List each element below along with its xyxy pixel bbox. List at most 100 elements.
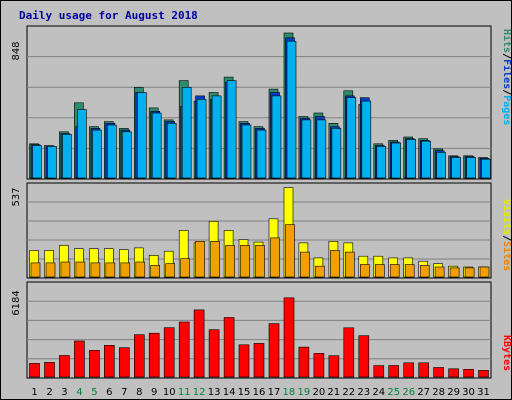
day-label-8: 8 <box>136 387 142 398</box>
bar-sites-day-2 <box>45 262 56 278</box>
day-label-30: 30 <box>462 387 475 398</box>
bar-kbytes-day-20 <box>313 353 325 378</box>
bar-sites-day-3 <box>60 261 71 278</box>
legend-sites: Sites <box>501 241 511 271</box>
bar-sites-day-30 <box>464 267 475 278</box>
bar-kbytes-day-2 <box>44 361 55 378</box>
bar-sites-day-17 <box>270 237 280 278</box>
bar-kbytes-day-11 <box>178 321 190 378</box>
bar-pages-day-25 <box>391 142 402 179</box>
bar-pages-day-24 <box>376 146 387 179</box>
bar-sites-day-21 <box>330 250 340 278</box>
bar-kbytes-day-10 <box>163 327 175 378</box>
day-label-15: 15 <box>238 387 251 398</box>
bar-sites-day-20 <box>315 265 325 278</box>
day-labels: 1 2 3 4 5 6 7 8 9 10 11 12 13 14 15 16 17 18 19 20 21 22 23 24 2… <box>31 387 490 398</box>
bar-kbytes-day-31 <box>478 370 489 378</box>
day-label-31: 31 <box>477 387 490 398</box>
day-label-5: 5 <box>91 387 97 398</box>
bar-pages-day-29 <box>451 157 461 179</box>
bar-pages-day-19 <box>301 119 312 179</box>
bar-kbytes-day-5 <box>89 349 100 378</box>
bar-pages-day-31 <box>481 158 491 179</box>
bar-pages-day-28 <box>436 152 446 179</box>
bar-sites-day-31 <box>479 266 490 278</box>
day-label-23: 23 <box>357 387 370 398</box>
bar-sites-day-25 <box>389 264 400 278</box>
svg-text:Hits/Files/Pages: Hits/Files/Pages <box>501 29 511 125</box>
bar-pages-day-11 <box>181 87 192 179</box>
bar-sites-day-9 <box>150 265 160 278</box>
legend-sep-1: / <box>501 53 511 59</box>
bar-kbytes-day-22 <box>343 327 355 378</box>
day-label-26: 26 <box>402 387 415 398</box>
bar-kbytes-day-26 <box>403 362 415 378</box>
day-label-21: 21 <box>327 387 340 398</box>
chart-title: Daily usage for August 2018 <box>19 9 198 22</box>
bar-sites-day-27 <box>419 265 430 278</box>
bar-pages-day-23 <box>361 100 372 179</box>
bar-sites-day-5 <box>90 262 101 278</box>
svg-text:Visits/Sites: Visits/Sites <box>501 199 511 271</box>
bar-sites-day-10 <box>165 263 175 278</box>
bar-kbytes-day-7 <box>119 347 130 378</box>
bar-sites-day-14 <box>225 245 235 278</box>
bar-sites-day-4 <box>75 261 86 278</box>
bar-pages-day-21 <box>331 128 342 179</box>
bar-pages-day-15 <box>241 124 252 179</box>
legend-pages: Pages <box>501 95 511 125</box>
bar-kbytes-day-13 <box>208 329 220 378</box>
day-label-29: 29 <box>447 387 460 398</box>
day-label-13: 13 <box>208 387 221 398</box>
bar-kbytes-day-3 <box>59 355 70 378</box>
bar-kbytes-day-15 <box>238 344 250 378</box>
day-label-27: 27 <box>417 387 430 398</box>
bar-sites-day-7 <box>120 262 131 278</box>
bar-pages-day-20 <box>316 119 327 179</box>
bar-sites-day-22 <box>344 251 355 278</box>
bar-kbytes-day-18 <box>283 297 295 378</box>
day-label-10: 10 <box>163 387 176 398</box>
bar-pages-day-12 <box>196 99 207 179</box>
day-label-25: 25 <box>387 387 400 398</box>
bar-pages-day-9 <box>151 112 162 179</box>
day-label-7: 7 <box>121 387 127 398</box>
day-label-11: 11 <box>178 387 191 398</box>
legend-files: Files <box>501 59 511 89</box>
ymax-label-middle: 537 <box>11 187 22 206</box>
bar-pages-day-7 <box>122 131 132 179</box>
day-label-9: 9 <box>151 387 157 398</box>
ymax-label-top: 848 <box>11 41 22 60</box>
bar-pages-day-22 <box>346 97 357 179</box>
bar-pages-day-26 <box>406 139 417 179</box>
bar-sites-day-8 <box>135 261 146 278</box>
bar-sites-day-12 <box>195 241 205 278</box>
bar-sites-day-23 <box>359 264 370 278</box>
ymax-label-bottom: 6184 <box>11 290 22 315</box>
bar-kbytes-day-23 <box>358 335 370 378</box>
bar-kbytes-day-30 <box>463 368 474 378</box>
bar-pages-day-10 <box>166 123 177 179</box>
bar-kbytes-day-29 <box>448 368 459 378</box>
panel-kbytes <box>26 281 492 379</box>
bar-kbytes-day-28 <box>433 367 444 378</box>
panel-visits-sites <box>26 182 492 279</box>
bar-pages-day-17 <box>271 95 282 179</box>
bar-sites-day-29 <box>449 267 460 278</box>
day-label-19: 19 <box>298 387 311 398</box>
bar-sites-day-26 <box>404 264 415 278</box>
legend-sep-3: / <box>501 235 511 241</box>
day-label-17: 17 <box>268 387 281 398</box>
bar-pages-day-2 <box>47 146 57 179</box>
bar-kbytes-day-1 <box>29 363 40 378</box>
bar-kbytes-day-19 <box>298 346 310 378</box>
bar-kbytes-day-24 <box>373 365 385 378</box>
panel-hits-files-pages <box>26 25 492 180</box>
bar-sites-day-11 <box>180 258 190 278</box>
legend-sep-2: / <box>501 89 511 95</box>
bar-sites-day-19 <box>300 251 310 278</box>
day-label-18: 18 <box>283 387 296 398</box>
bar-pages-day-14 <box>226 80 237 179</box>
